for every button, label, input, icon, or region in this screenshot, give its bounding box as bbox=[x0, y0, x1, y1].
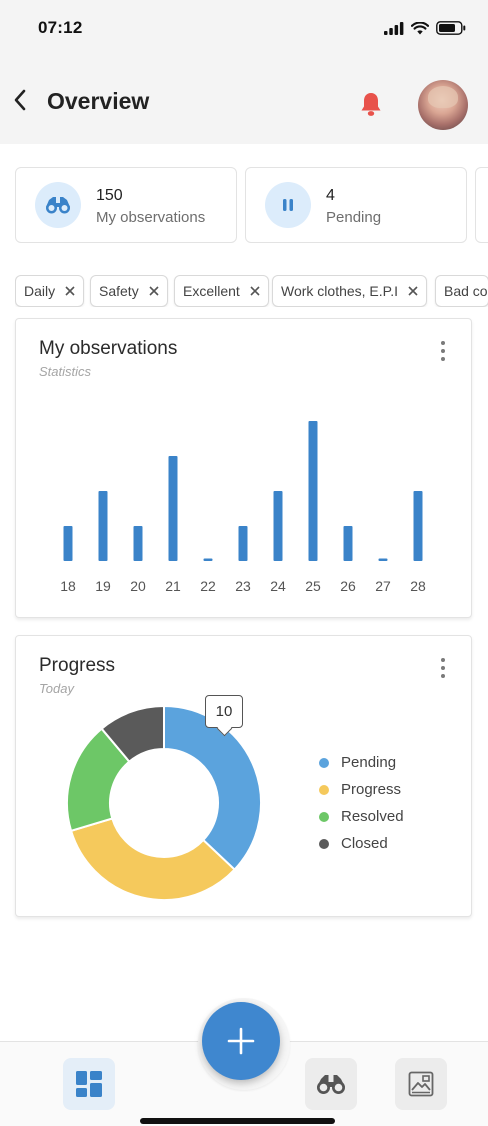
x-tick-label: 27 bbox=[375, 578, 391, 594]
card-title: My observations bbox=[39, 338, 178, 359]
bar-22[interactable] bbox=[203, 558, 213, 562]
bar-23[interactable] bbox=[238, 526, 248, 561]
bar-21[interactable] bbox=[168, 456, 178, 561]
close-icon[interactable] bbox=[408, 286, 418, 296]
bell-icon bbox=[361, 93, 381, 116]
bar-20[interactable] bbox=[133, 526, 143, 561]
signal-icon bbox=[384, 21, 404, 35]
chevron-left-icon bbox=[14, 89, 26, 111]
x-tick-label: 19 bbox=[95, 578, 111, 594]
back-button[interactable] bbox=[8, 84, 32, 116]
card-title: Progress bbox=[39, 655, 116, 676]
legend-dot bbox=[319, 784, 329, 795]
page-title: Overview bbox=[47, 88, 150, 114]
filter-chip-label: Safety bbox=[99, 283, 139, 299]
filter-chip[interactable]: Excellent bbox=[174, 275, 269, 307]
donut-chart bbox=[66, 704, 262, 901]
legend-label: Pending bbox=[341, 754, 397, 771]
summary-icon-pending bbox=[265, 182, 311, 228]
add-observation-button[interactable] bbox=[202, 1002, 280, 1080]
filter-chip-label: Daily bbox=[24, 283, 56, 299]
summary-icon-observations bbox=[35, 182, 81, 228]
filter-chip[interactable]: Bad co bbox=[435, 275, 488, 307]
filter-chip[interactable]: Daily bbox=[15, 275, 85, 307]
x-tick-label: 26 bbox=[340, 578, 356, 594]
bar-25[interactable] bbox=[308, 421, 318, 561]
bar-26[interactable] bbox=[343, 526, 353, 561]
legend-dot bbox=[319, 838, 329, 849]
x-tick-label: 20 bbox=[130, 578, 146, 594]
legend-item-pending: Pending bbox=[319, 749, 404, 776]
bar-19[interactable] bbox=[98, 491, 108, 561]
nav-dashboard-button[interactable] bbox=[63, 1058, 115, 1110]
close-icon[interactable] bbox=[65, 286, 75, 296]
close-icon[interactable] bbox=[149, 286, 159, 296]
status-icons bbox=[384, 21, 466, 35]
filter-chip[interactable]: Safety bbox=[90, 275, 168, 307]
chart-legend: Pending Progress Resolved Closed bbox=[319, 749, 404, 857]
nav-observations-button[interactable] bbox=[305, 1058, 357, 1110]
wifi-icon bbox=[411, 21, 429, 34]
bar-28[interactable] bbox=[413, 491, 423, 561]
gallery-icon bbox=[408, 1071, 434, 1097]
summary-card-pending[interactable]: 4 Pending bbox=[245, 167, 467, 243]
slice-closed[interactable] bbox=[100, 704, 165, 764]
legend-label: Resolved bbox=[341, 808, 404, 825]
notifications-button[interactable] bbox=[355, 88, 387, 120]
x-tick-label: 22 bbox=[200, 578, 216, 594]
legend-label: Closed bbox=[341, 835, 388, 852]
x-tick-label: 25 bbox=[305, 578, 321, 594]
filter-chips: Daily Safety Excellent Work clothes, E.P… bbox=[15, 275, 488, 307]
filter-chip-label: Excellent bbox=[183, 283, 240, 299]
filter-chip[interactable]: Work clothes, E.P.I bbox=[272, 275, 427, 307]
summary-count: 4 bbox=[326, 187, 335, 204]
home-indicator bbox=[140, 1118, 335, 1124]
slice-pending[interactable] bbox=[163, 704, 262, 871]
status-time: 07:12 bbox=[38, 18, 83, 37]
summary-cards: 150 My observations 4 Pending bbox=[15, 167, 488, 243]
card-subtitle: Statistics bbox=[39, 364, 92, 379]
legend-dot bbox=[319, 757, 329, 768]
filter-chip-label: Work clothes, E.P.I bbox=[281, 283, 398, 299]
card-subtitle: Today bbox=[39, 681, 74, 696]
summary-label: My observations bbox=[96, 209, 206, 226]
dashboard-icon bbox=[76, 1071, 102, 1097]
legend-item-closed: Closed bbox=[319, 830, 404, 857]
binoculars-icon bbox=[46, 197, 70, 214]
bar-18[interactable] bbox=[63, 526, 73, 561]
more-options-icon[interactable] bbox=[437, 656, 449, 680]
x-tick-label: 18 bbox=[60, 578, 76, 594]
close-icon[interactable] bbox=[250, 286, 260, 296]
summary-card-partial[interactable] bbox=[475, 167, 488, 243]
x-tick-label: 21 bbox=[165, 578, 181, 594]
chart-tooltip: 10 bbox=[205, 695, 243, 728]
x-tick-label: 24 bbox=[270, 578, 286, 594]
observations-card: My observations Statistics 18 19 20 21 22 23 2… bbox=[15, 318, 472, 618]
status-bar: 07:12 bbox=[0, 0, 488, 56]
bar-chart: 18 19 20 21 22 23 24 25 26 27 28 bbox=[60, 421, 426, 594]
more-options-icon[interactable] bbox=[437, 339, 449, 363]
nav-gallery-button[interactable] bbox=[395, 1058, 447, 1110]
user-avatar[interactable] bbox=[418, 80, 468, 130]
summary-label: Pending bbox=[326, 209, 382, 226]
binoculars-icon bbox=[317, 1075, 345, 1094]
legend-item-resolved: Resolved bbox=[319, 803, 404, 830]
x-tick-label: 23 bbox=[235, 578, 251, 594]
app-header: Overview bbox=[0, 56, 488, 144]
legend-item-progress: Progress bbox=[319, 776, 404, 803]
battery-icon bbox=[436, 21, 466, 35]
plus-icon bbox=[227, 1027, 255, 1055]
slice-progress[interactable] bbox=[69, 817, 236, 901]
pause-icon bbox=[283, 199, 293, 211]
filter-chip-label: Bad co bbox=[444, 283, 488, 299]
bar-27[interactable] bbox=[378, 558, 388, 562]
x-tick-label: 28 bbox=[410, 578, 426, 594]
bar-24[interactable] bbox=[273, 491, 283, 561]
progress-card: Progress Today 10 Pending Progress Resolve… bbox=[15, 635, 472, 917]
legend-dot bbox=[319, 811, 329, 822]
summary-card-observations[interactable]: 150 My observations bbox=[15, 167, 237, 243]
legend-label: Progress bbox=[341, 781, 402, 798]
summary-count: 150 bbox=[96, 187, 123, 204]
